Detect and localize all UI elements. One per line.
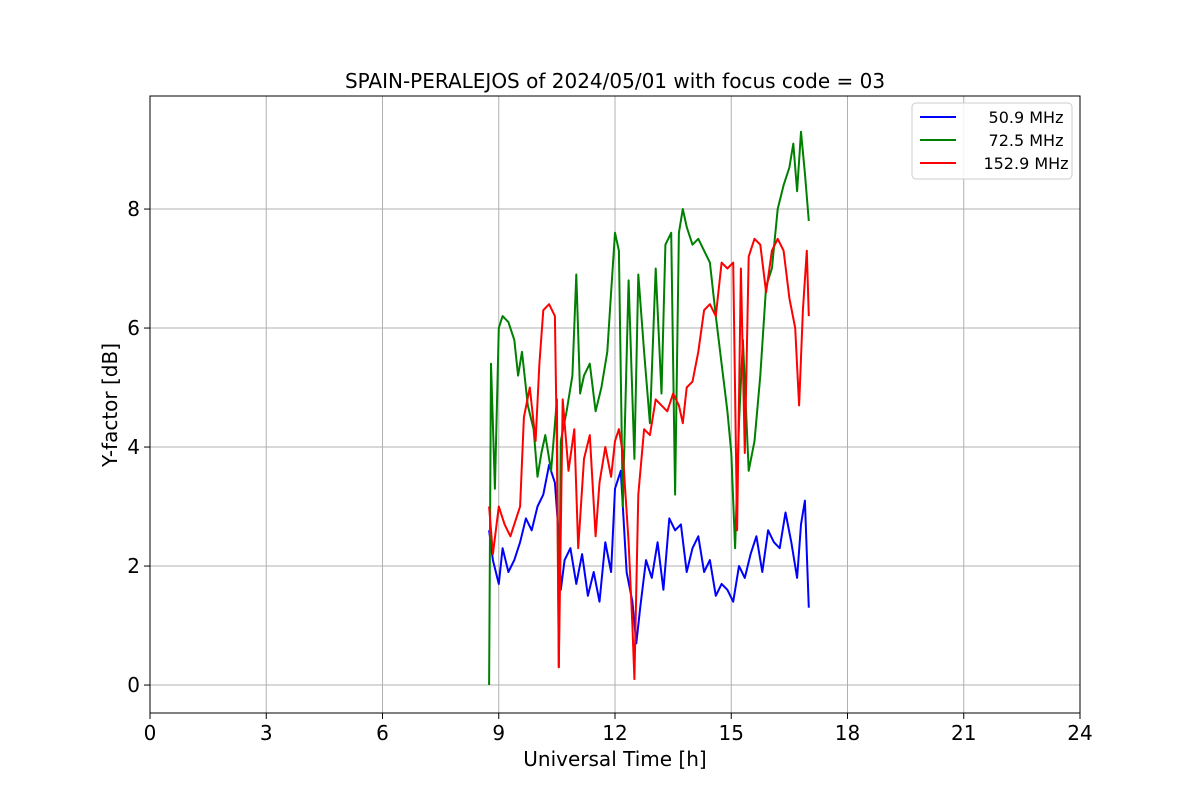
chart-title: SPAIN-PERALEJOS of 2024/05/01 with focus… xyxy=(345,69,885,93)
x-tick-label: 15 xyxy=(719,721,744,745)
legend-label: 72.5 MHz xyxy=(989,131,1064,150)
y-axis-label: Y-factor [dB] xyxy=(98,343,122,468)
legend: 50.9 MHz 72.5 MHz 152.9 MHz xyxy=(911,102,1073,180)
y-tick-label: 6 xyxy=(127,316,140,340)
y-tick-label: 0 xyxy=(127,673,140,697)
legend-box xyxy=(911,102,1073,180)
x-tick-label: 21 xyxy=(951,721,976,745)
y-tick-label: 8 xyxy=(127,197,140,221)
series-lines xyxy=(488,130,810,686)
y-tick-label: 2 xyxy=(127,554,140,578)
x-axis-label: Universal Time [h] xyxy=(523,747,706,771)
legend-label: 152.9 MHz xyxy=(983,154,1068,173)
x-tick-label: 24 xyxy=(1067,721,1092,745)
series-line-1 xyxy=(488,463,810,645)
x-tick-label: 6 xyxy=(376,721,389,745)
y-tick-label: 4 xyxy=(127,435,140,459)
x-tick-label: 3 xyxy=(260,721,273,745)
x-tick-label: 12 xyxy=(602,721,627,745)
x-tick-label: 0 xyxy=(144,721,157,745)
legend-label: 50.9 MHz xyxy=(989,108,1064,127)
series-line-2 xyxy=(488,130,810,686)
series-line-3 xyxy=(488,237,810,681)
x-tick-label: 9 xyxy=(492,721,505,745)
x-tick-label: 18 xyxy=(835,721,860,745)
